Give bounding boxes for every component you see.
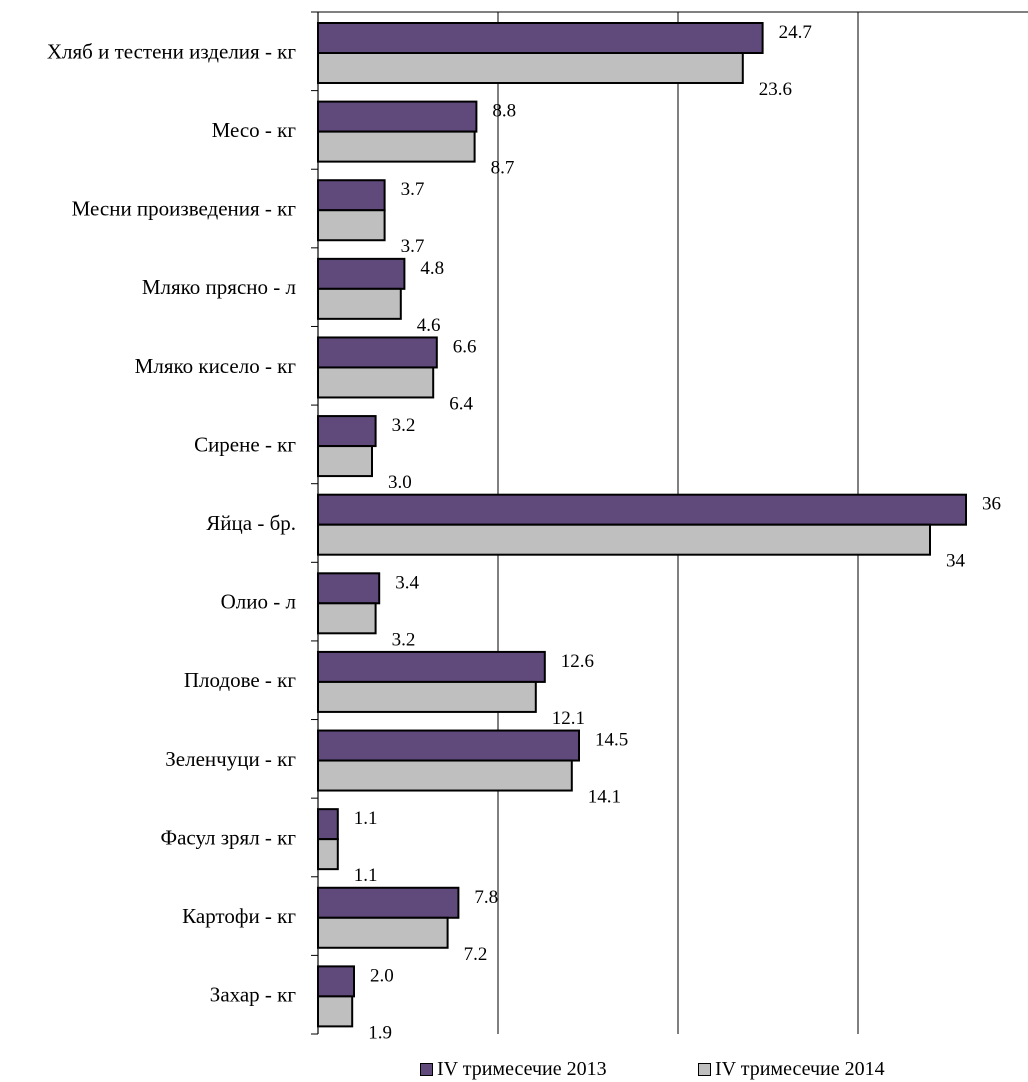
data-label-2013: 14.5 <box>595 730 628 751</box>
category-label: Захар - кг <box>210 983 297 1007</box>
data-label-2013: 24.7 <box>779 22 812 43</box>
data-label-2013: 3.2 <box>392 415 416 436</box>
bar-2014 <box>317 602 377 635</box>
bar-2014 <box>317 838 339 871</box>
data-label-2013: 1.1 <box>354 808 378 829</box>
category-label: Олио - л <box>221 590 296 614</box>
category-label: Сирене - кг <box>194 432 296 456</box>
category-label: Картофи - кг <box>182 904 296 928</box>
legend-swatch-2013 <box>420 1063 433 1076</box>
data-label-2013: 7.8 <box>474 887 498 908</box>
category-label: Месо - кг <box>212 118 297 142</box>
data-label-2014: 1.1 <box>354 865 378 886</box>
data-label-2013: 4.8 <box>420 258 444 279</box>
bar-2014 <box>317 523 931 556</box>
data-label-2014: 14.1 <box>588 787 621 808</box>
category-label: Мляко прясно - л <box>142 275 296 299</box>
category-labels: Хляб и тестени изделия - кг Месо - кг Месн… <box>47 39 297 1006</box>
category-label: Фасул зрял - кг <box>160 825 296 849</box>
bar-2013 <box>317 257 406 290</box>
category-label: Яйца - бр. <box>206 511 296 535</box>
bar-2014 <box>317 366 435 399</box>
data-label-2013: 36 <box>982 494 1001 515</box>
bar-2013 <box>317 100 478 133</box>
value-labels: 24.723.68.88.73.73.74.84.66.66.43.23.036… <box>354 22 1001 1043</box>
chart: Хляб и тестени изделия - кг Месо - кг Месн… <box>47 11 1028 1043</box>
bar-2013 <box>317 965 355 998</box>
data-label-2014: 3.0 <box>388 472 412 493</box>
legend-label-2014: IV тримесечие 2014 <box>715 1058 885 1080</box>
bar-2014 <box>317 287 402 320</box>
bar-2013 <box>317 808 339 841</box>
bar-2014 <box>317 680 537 713</box>
bar-2014 <box>317 130 476 163</box>
data-label-2014: 34 <box>946 551 966 572</box>
data-label-2014: 12.1 <box>552 708 585 729</box>
bar-2013 <box>317 886 460 919</box>
bar-2013 <box>317 493 967 526</box>
bar-2014 <box>317 759 573 792</box>
bar-2014 <box>317 209 386 242</box>
bar-2014 <box>317 995 354 1028</box>
bar-2013 <box>317 22 764 54</box>
bar-2013 <box>317 572 381 605</box>
data-label-2014: 23.6 <box>759 79 792 100</box>
data-label-2013: 8.8 <box>492 101 516 122</box>
data-label-2014: 7.2 <box>464 944 488 965</box>
bar-2013 <box>317 179 386 212</box>
category-label: Зеленчуци - кг <box>165 747 296 771</box>
legend-label-2013: IV тримесечие 2013 <box>437 1058 607 1080</box>
data-label-2014: 3.7 <box>401 236 425 257</box>
bar-2014 <box>317 445 373 478</box>
data-label-2014: 8.7 <box>491 158 515 179</box>
data-label-2014: 3.2 <box>392 629 416 650</box>
category-label: Плодове - кг <box>184 668 297 692</box>
bar-2013 <box>317 729 580 762</box>
bar-2014 <box>317 52 744 84</box>
legend-item-2013: IV тримесечие 2013 <box>420 1058 607 1081</box>
y-axis <box>311 11 319 1035</box>
data-label-2013: 3.4 <box>395 572 419 593</box>
legend: IV тримесечие 2013 IV тримесечие 2014 <box>0 1058 1028 1082</box>
category-label: Мляко кисело - кг <box>135 354 297 378</box>
legend-item-2014: IV тримесечие 2014 <box>698 1058 885 1081</box>
bar-2013 <box>317 336 438 369</box>
data-label-2013: 2.0 <box>370 965 394 986</box>
bar-2013 <box>317 415 377 448</box>
legend-swatch-2014 <box>698 1063 711 1076</box>
data-label-2013: 6.6 <box>453 336 477 357</box>
category-label: Месни произведения - кг <box>72 197 297 221</box>
category-label: Хляб и тестени изделия - кг <box>47 39 297 63</box>
data-label-2014: 6.4 <box>449 393 473 414</box>
data-label-2014: 4.6 <box>417 315 441 336</box>
data-label-2013: 12.6 <box>561 651 594 672</box>
data-label-2014: 1.9 <box>368 1022 392 1043</box>
bar-2014 <box>317 916 449 949</box>
bars <box>317 22 967 1028</box>
bar-2013 <box>317 650 546 683</box>
data-label-2013: 3.7 <box>401 179 425 200</box>
